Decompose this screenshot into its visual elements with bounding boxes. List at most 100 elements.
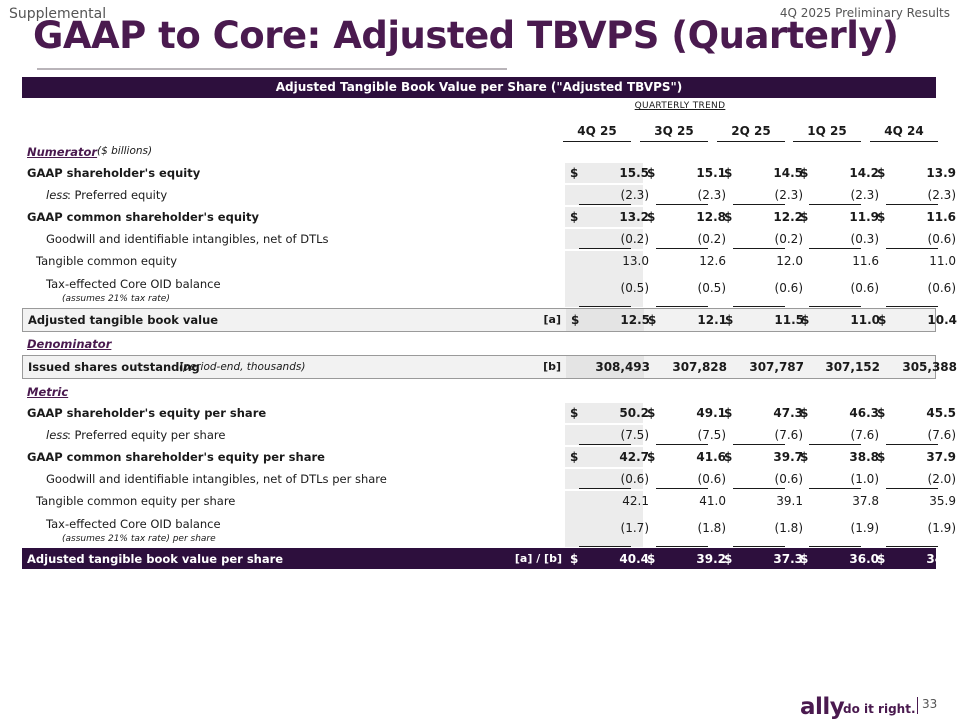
cell-value: (1.0) bbox=[850, 472, 879, 486]
row-label: : Preferred equity per share bbox=[67, 428, 226, 442]
subtotal-rule bbox=[809, 488, 861, 490]
table-row: GAAP common shareholder's equity per sha… bbox=[22, 447, 956, 467]
currency-symbol: $ bbox=[570, 210, 579, 224]
cell-value: 15.5 bbox=[619, 166, 649, 180]
currency-symbol: $ bbox=[647, 210, 656, 224]
subtotal-rule bbox=[656, 204, 708, 206]
subtotal-rule bbox=[809, 444, 861, 446]
cell-value: 35.9 bbox=[929, 494, 956, 508]
title-underline bbox=[37, 68, 507, 70]
unit-note: ($ billions) bbox=[97, 145, 153, 157]
reference-marker: [a] / [b] bbox=[514, 552, 562, 565]
cell-value: 39.7 bbox=[773, 450, 803, 464]
currency-symbol: $ bbox=[877, 166, 886, 180]
row-note: (assumes 21% tax rate) per share bbox=[62, 534, 216, 544]
cell-value: 46.3 bbox=[849, 406, 879, 420]
cell-value: 11.0 bbox=[850, 313, 880, 327]
footer-divider bbox=[917, 697, 918, 714]
supplemental-label: Supplemental bbox=[9, 6, 107, 22]
row-label: Goodwill and identifiable intangibles, n… bbox=[46, 232, 329, 246]
row-label: GAAP shareholder's equity bbox=[27, 166, 201, 180]
table-row: GAAP common shareholder's equity $13.2 $12… bbox=[22, 207, 956, 227]
cell-value: 12.5 bbox=[620, 313, 650, 327]
currency-symbol: $ bbox=[724, 210, 733, 224]
cell-value: 307,828 bbox=[672, 360, 727, 374]
currency-symbol: $ bbox=[800, 552, 809, 566]
section-label: Metric bbox=[27, 385, 69, 399]
currency-symbol: $ bbox=[724, 406, 733, 420]
subtotal-rule bbox=[809, 248, 861, 250]
subtotal-rule bbox=[886, 546, 938, 548]
cell-value: (0.2) bbox=[697, 232, 726, 246]
subtotal-rule bbox=[656, 488, 708, 490]
cell-value: 13.2 bbox=[619, 210, 649, 224]
cell-value: 34.0 bbox=[926, 552, 956, 566]
cell-value: 39.1 bbox=[776, 494, 803, 508]
currency-symbol: $ bbox=[725, 313, 734, 327]
table-row: Issued shares outstanding (period-end, th… bbox=[22, 355, 957, 379]
cell-value: 13.0 bbox=[622, 254, 649, 268]
section-label: Denominator bbox=[27, 337, 112, 351]
currency-symbol: $ bbox=[877, 406, 886, 420]
cell-value: (2.3) bbox=[697, 188, 726, 202]
cell-value: 37.9 bbox=[926, 450, 956, 464]
cell-value: (0.6) bbox=[774, 281, 803, 295]
cell-value: (7.6) bbox=[927, 428, 956, 442]
cell-value: 11.6 bbox=[926, 210, 956, 224]
cell-value: (7.5) bbox=[697, 428, 726, 442]
cell-value: (1.8) bbox=[697, 521, 726, 535]
table-row: Goodwill and identifiable intangibles, n… bbox=[22, 469, 956, 490]
currency-symbol: $ bbox=[570, 450, 579, 464]
currency-symbol: $ bbox=[877, 552, 886, 566]
cell-value: 12.8 bbox=[696, 210, 726, 224]
cell-value: 308,493 bbox=[595, 360, 650, 374]
current-quarter-shade bbox=[566, 356, 644, 378]
subtotal-rule bbox=[579, 546, 631, 548]
currency-symbol: $ bbox=[647, 166, 656, 180]
current-quarter-shade bbox=[565, 185, 643, 205]
cell-value: 305,388 bbox=[902, 360, 957, 374]
table-row: Tangible common equity per share 42.1 41.0… bbox=[22, 491, 956, 511]
cell-value: 10.4 bbox=[927, 313, 957, 327]
row-note: (assumes 21% tax rate) bbox=[62, 294, 170, 304]
currency-symbol: $ bbox=[877, 450, 886, 464]
cell-value: 37.8 bbox=[852, 494, 879, 508]
currency-symbol: $ bbox=[801, 313, 810, 327]
cell-value: 11.9 bbox=[849, 210, 879, 224]
subtotal-rule bbox=[809, 546, 861, 548]
current-quarter-shade bbox=[565, 447, 643, 467]
subtotal-rule bbox=[886, 248, 938, 250]
cell-value: 42.1 bbox=[622, 494, 649, 508]
cell-value: 41.0 bbox=[699, 494, 726, 508]
cell-value: 47.3 bbox=[773, 406, 803, 420]
currency-symbol: $ bbox=[877, 210, 886, 224]
quarterly-trend-label: QUARTERLY TREND bbox=[634, 101, 726, 111]
cell-value: (0.2) bbox=[774, 232, 803, 246]
current-quarter-shade bbox=[565, 469, 643, 489]
currency-symbol: $ bbox=[724, 166, 733, 180]
currency-symbol: $ bbox=[724, 552, 733, 566]
cell-value: (1.9) bbox=[927, 521, 956, 535]
cell-value: (0.6) bbox=[620, 472, 649, 486]
section-header: Metric bbox=[22, 383, 936, 401]
cell-value: (0.6) bbox=[774, 472, 803, 486]
cell-value: 14.2 bbox=[849, 166, 879, 180]
currency-symbol: $ bbox=[571, 313, 580, 327]
subtotal-rule bbox=[656, 248, 708, 250]
current-quarter-shade bbox=[565, 271, 643, 307]
currency-symbol: $ bbox=[647, 450, 656, 464]
subtotal-rule bbox=[579, 306, 631, 308]
section-header: Denominator bbox=[22, 335, 936, 353]
subtotal-rule bbox=[579, 248, 631, 250]
cell-value: 14.5 bbox=[773, 166, 803, 180]
table-row: Adjusted tangible book value [a] $12.5 $12.… bbox=[22, 308, 957, 332]
cell-value: 38.8 bbox=[849, 450, 879, 464]
cell-value: (7.6) bbox=[850, 428, 879, 442]
cell-value: 39.2 bbox=[696, 552, 726, 566]
current-quarter-shade bbox=[565, 425, 643, 445]
cell-value: (2.3) bbox=[850, 188, 879, 202]
column-header: 1Q 25 bbox=[793, 121, 861, 142]
subtotal-rule bbox=[656, 306, 708, 308]
cell-value: 12.0 bbox=[776, 254, 803, 268]
subtotal-rule bbox=[733, 488, 785, 490]
